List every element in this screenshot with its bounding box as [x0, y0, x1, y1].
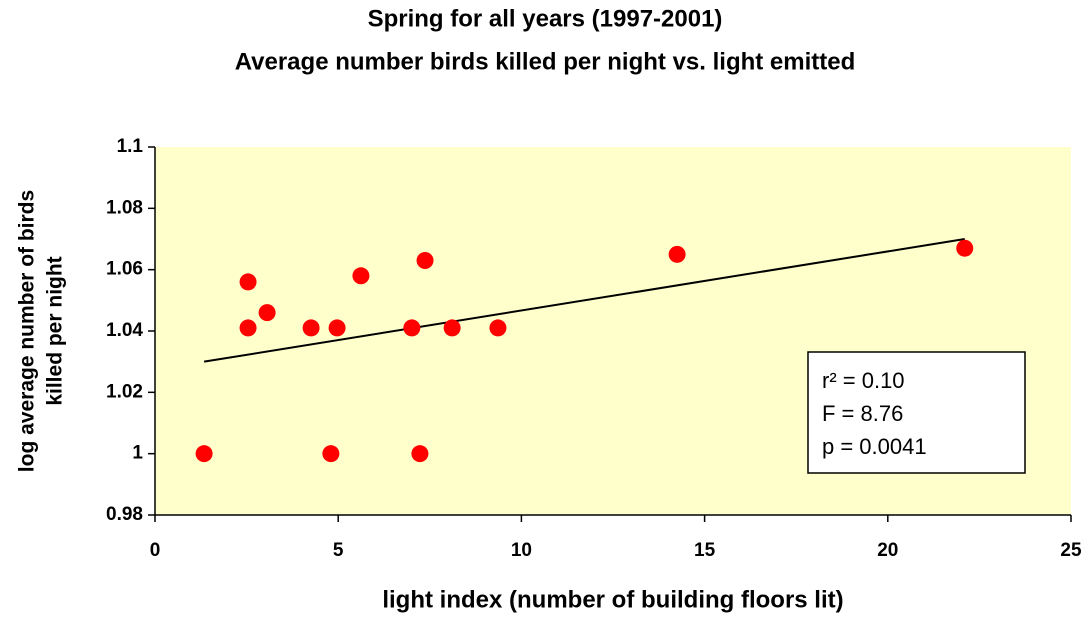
point: [195, 445, 213, 463]
annotation-box: [807, 351, 1026, 474]
x-tick-label: 20: [877, 540, 898, 561]
annotation-text: F = 8.76: [822, 401, 903, 426]
point: [352, 267, 370, 285]
point: [956, 239, 974, 257]
y-tick-label: 1.1: [117, 136, 144, 157]
point: [322, 445, 340, 463]
trendline: [203, 238, 965, 363]
y-tick-label: 0.98: [106, 504, 143, 525]
y-tick-label: 1.08: [106, 197, 143, 218]
x-tick-label: 10: [511, 540, 532, 561]
annotation-text: p = 0.0041: [822, 434, 927, 459]
point: [239, 319, 257, 337]
x-tick-label: 5: [333, 540, 344, 561]
point: [416, 251, 434, 269]
point: [411, 445, 429, 463]
point: [403, 319, 421, 337]
y-tick-label: 1.02: [106, 381, 143, 402]
point: [489, 319, 507, 337]
y-axis-label: killed per night: [44, 256, 67, 405]
x-tick-label: 0: [150, 540, 161, 561]
x-tick-label: 25: [1060, 540, 1082, 561]
y-axis-label: log average number of birds: [16, 190, 39, 472]
y-tick-label: 1.04: [106, 320, 143, 341]
x-tick-label: 15: [694, 540, 716, 561]
point: [328, 319, 346, 337]
y-tick-label: 1.06: [106, 259, 143, 280]
point: [302, 319, 320, 337]
point: [239, 273, 257, 291]
point: [258, 304, 276, 322]
annotation-text: r² = 0.10: [822, 368, 905, 393]
chart-title: Spring for all years (1997-2001): [368, 5, 723, 32]
x-axis-label: light index (number of building floors l…: [382, 586, 843, 613]
y-tick-label: 1: [132, 443, 143, 464]
chart-title: Average number birds killed per night vs…: [235, 48, 856, 75]
point: [443, 319, 461, 337]
point: [668, 245, 686, 263]
